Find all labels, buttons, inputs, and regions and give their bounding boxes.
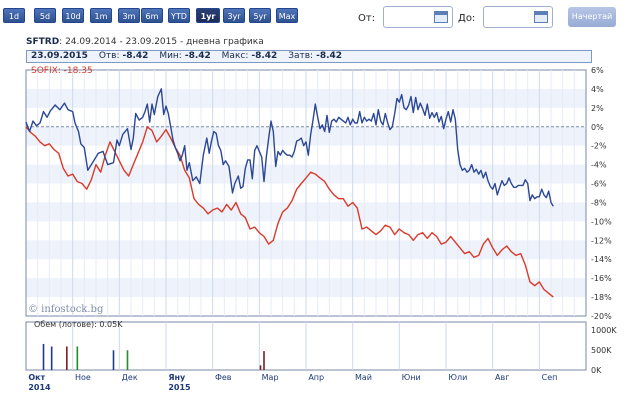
series-line-sftrd: [25, 88, 554, 207]
y-tick-label: -14%: [591, 255, 612, 264]
low-label: Мин:: [159, 51, 182, 61]
y-tick-label: -12%: [591, 236, 612, 245]
y-tick-label: -2%: [591, 142, 607, 151]
volume-bar: [112, 350, 115, 370]
x-tick-label: Окт: [28, 373, 45, 382]
volume-bar: [66, 346, 68, 370]
chart-title: SFTRD: 24.09.2014 - 23.09.2015 - дневна …: [26, 37, 264, 47]
x-tick-label: Юли: [448, 373, 467, 382]
range-button-1d[interactable]: 1d: [3, 8, 25, 23]
range-button-3m[interactable]: 3m: [118, 8, 140, 23]
y-tick-label: -16%: [591, 274, 612, 283]
series-line-sofix: [25, 126, 554, 298]
volume-bar: [263, 351, 265, 370]
volume-bar: [50, 346, 53, 370]
legend-sofix: SOFIX: -18.35: [31, 66, 93, 76]
grid-lines: [37, 70, 575, 370]
range-button-5yr[interactable]: 5yr: [249, 8, 271, 23]
volume-label: Обем (лотове): 0.05K: [34, 320, 123, 329]
range-button-6m[interactable]: 6m: [141, 8, 163, 23]
volume-bar: [42, 343, 45, 370]
x-tick-label: Мар: [262, 373, 279, 382]
chart-symbol: SFTRD: [26, 37, 60, 47]
x-tick-label: Май: [355, 373, 372, 382]
volume-tick-label: 1000K: [591, 326, 617, 335]
close-label: Затв:: [288, 51, 314, 61]
volume-panel: 1000K 500K 0K: [42, 326, 617, 375]
series-layer: [25, 88, 554, 298]
calendar-icon[interactable]: [434, 11, 448, 23]
to-date-input[interactable]: [483, 6, 553, 28]
volume-bar: [126, 350, 129, 370]
x-tick-label: Дек: [122, 373, 138, 382]
from-date-input[interactable]: [383, 6, 453, 28]
calendar-icon[interactable]: [534, 11, 548, 23]
x-tick-label: Ное: [75, 373, 91, 382]
volume-tick-label: 500K: [591, 346, 612, 355]
toolbar: 1d 5d 10d 1m 3m 6m YTD 1yr 3yr 5yr Max О…: [0, 0, 630, 36]
y-tick-label: -4%: [591, 161, 607, 170]
x-year-label: 2015: [168, 383, 191, 392]
range-button-5d[interactable]: 5d: [34, 8, 56, 23]
draw-button[interactable]: Начертай: [568, 7, 616, 27]
x-tick-label: Юни: [402, 373, 421, 382]
x-tick-label: Яну: [168, 373, 186, 382]
y-tick-label: 0%: [591, 123, 604, 132]
x-year-label: 2014: [28, 383, 51, 392]
y-tick-label: -6%: [591, 180, 607, 189]
range-button-ytd[interactable]: YTD: [168, 8, 190, 23]
x-tick-label: Фев: [215, 373, 232, 382]
info-date: 23.09.2015: [31, 51, 88, 61]
open-value: -8.42: [122, 51, 149, 61]
to-label: До:: [458, 13, 476, 24]
range-button-max[interactable]: Max: [276, 8, 298, 23]
y-tick-label: -20%: [591, 312, 612, 321]
high-label: Макс:: [221, 51, 249, 61]
volume-tick-label: 0K: [591, 366, 602, 375]
x-tick-label: Авг: [495, 373, 509, 382]
y-tick-label: 6%: [591, 66, 604, 75]
y-tick-label: 4%: [591, 85, 604, 94]
y-tick-label: 2%: [591, 104, 604, 113]
y-tick-label: -18%: [591, 293, 612, 302]
open-label: Отв:: [98, 51, 120, 61]
y-tick-label: -8%: [591, 198, 607, 207]
high-value: -8.42: [251, 51, 278, 61]
range-button-10d[interactable]: 10d: [62, 8, 84, 23]
volume-bar: [76, 346, 79, 370]
close-value: -8.42: [316, 51, 343, 61]
range-button-1m[interactable]: 1m: [90, 8, 112, 23]
y-axis-ticks: 6% 4% 2% 0% -2% -4% -6% -8% -10% -12% -14% -16% -18%…: [591, 66, 612, 321]
y-tick-label: -10%: [591, 217, 612, 226]
range-button-1yr[interactable]: 1yr: [196, 8, 220, 23]
low-value: -8.42: [184, 51, 211, 61]
chart-subtitle: : 24.09.2014 - 23.09.2015 - дневна графи…: [59, 37, 264, 47]
x-tick-label: Апр: [308, 373, 324, 382]
volume-bar: [259, 365, 262, 370]
x-tick-label: Сеп: [542, 373, 558, 382]
info-bar: 23.09.2015 Отв: -8.42 Мин: -8.42 Макс: -8.4…: [26, 50, 592, 63]
from-label: От:: [358, 13, 376, 24]
watermark: © infostock.bg: [28, 304, 104, 315]
range-button-3yr[interactable]: 3yr: [223, 8, 245, 23]
